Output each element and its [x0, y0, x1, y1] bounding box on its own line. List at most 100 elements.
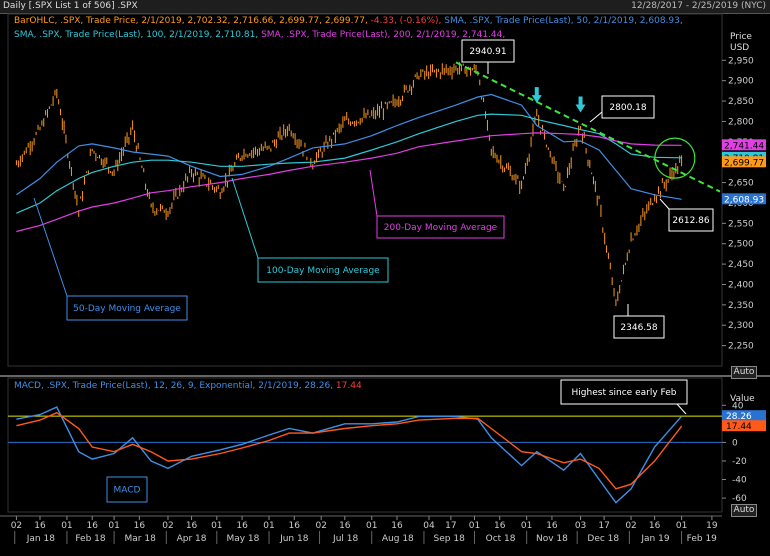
price-axis-tag [722, 156, 766, 168]
x-month-label: Aug 18 [382, 534, 414, 544]
x-day-label: 16 [546, 521, 558, 531]
x-day-label: 16 [494, 521, 506, 531]
legend-sma100: SMA, .SPX, Trade Price(Last), 100, 2/1/2… [14, 30, 259, 40]
price-auto-button[interactable]: Auto [731, 366, 757, 379]
price-tick-label: 2,950 [728, 56, 754, 66]
x-day-label: 04 [423, 521, 435, 531]
annotation-low-box [613, 315, 665, 339]
annotation-ma100-text: 100-Day Moving Average [266, 266, 380, 276]
x-month-label: Jan 18 [26, 534, 55, 544]
annotation-lower-high-leader [589, 111, 603, 123]
x-month-label: Mar 18 [125, 534, 157, 544]
annotation-support-box [668, 208, 714, 232]
x-day-label: 01 [211, 521, 222, 531]
x-day-label: 19 [706, 521, 718, 531]
x-month-label: Nov 18 [536, 534, 568, 544]
annotation-ma100-leader [231, 177, 259, 259]
price-axis-tag-label: 2,741.44 [724, 141, 764, 151]
macd-axis-tag-label: 28.26 [726, 412, 752, 422]
price-axis-title: Price USD [730, 32, 752, 54]
price-tick-label: 2,550 [728, 219, 754, 229]
x-month-label: Jan 19 [640, 534, 669, 544]
x-month-label: Jul 18 [332, 534, 358, 544]
price-tick-label: 2,400 [728, 280, 754, 290]
x-month-label: Feb 19 [687, 534, 718, 544]
annotation-lower-high-box [601, 95, 655, 119]
price-tick-label: 2,650 [728, 179, 754, 189]
series-line-sma-100 [16, 113, 682, 214]
x-day-label: 16 [134, 521, 146, 531]
x-month-label: Feb 18 [75, 534, 106, 544]
annotation-ma100-box [257, 257, 389, 283]
macd-axis-tag [722, 420, 766, 432]
x-day-label: 03 [575, 521, 586, 531]
macd-series-signal [16, 411, 683, 490]
x-day-label: 02 [11, 521, 22, 531]
price-tick-label: 2,900 [728, 77, 754, 87]
annotation-support-text: 2612.86 [672, 216, 709, 226]
annotation-peak-text: 2940.91 [469, 47, 506, 57]
x-month-label: Dec 18 [587, 534, 619, 544]
x-day-label: 01 [469, 521, 480, 531]
annotation-macd-text: MACD [114, 486, 141, 496]
x-day-label: 17 [598, 521, 609, 531]
macd-axis-tag-label: 17.44 [726, 422, 752, 432]
x-month-label: Apr 18 [177, 534, 207, 544]
x-day-label: 16 [86, 521, 98, 531]
macd-legend-text: MACD, .SPX, Trade Price(Last), 12, 26, 9… [14, 381, 336, 391]
price-tick-label: 2,250 [728, 342, 754, 352]
annotation-ma200-leader [369, 169, 378, 217]
legend-sma200: SMA, .SPX, Trade Price(Last), 200, 2/1/2… [261, 30, 506, 40]
macd-legend: MACD, .SPX, Trade Price(Last), 12, 26, 9… [14, 381, 362, 392]
price-axis-tag-label: 2,699.77 [724, 158, 764, 168]
window-title: Daily [.SPX List 1 of 506] .SPX [3, 1, 138, 11]
annotation-ma50-leader [33, 197, 68, 297]
x-day-label: 17 [445, 521, 456, 531]
price-axis-tag-label: 2,608.93 [724, 195, 764, 205]
annotation-highest-leader [676, 403, 687, 415]
x-day-label: 16 [186, 521, 198, 531]
annotation-ma50-box [66, 295, 188, 321]
price-tick-label: 2,300 [728, 321, 754, 331]
x-day-label: 01 [366, 521, 377, 531]
date-range: 12/28/2017 - 2/25/2019 (NYC) [631, 1, 766, 11]
macd-series-macd [16, 406, 683, 504]
series-line-sma-200 [16, 132, 682, 233]
macd-axis-tag [722, 410, 766, 422]
price-tick-label: 2,350 [728, 301, 754, 311]
x-month-label: Sep 18 [434, 534, 466, 544]
annotation-macd-box [106, 476, 148, 503]
price-axis-title-line1: Price [730, 32, 752, 42]
series-line-sma-50 [16, 93, 682, 200]
x-day-label: 02 [625, 521, 636, 531]
price-tick-label: 2,800 [728, 117, 754, 127]
x-day-label: 01 [263, 521, 274, 531]
macd-panel-frame [7, 377, 723, 513]
x-day-label: 02 [162, 521, 173, 531]
x-day-label: 16 [339, 521, 351, 531]
trendline [455, 61, 721, 193]
x-day-label: 16 [391, 521, 403, 531]
price-tick-label: 2,450 [728, 260, 754, 270]
macd-tick-label: 40 [732, 401, 744, 411]
price-axis-tag [722, 193, 766, 205]
legend-row-2: SMA, .SPX, Trade Price(Last), 100, 2/1/2… [14, 30, 505, 41]
annotation-support-leader [659, 198, 670, 210]
x-day-label: 01 [61, 521, 72, 531]
legend-ohlc-change: -4.33, (-0.16%), [370, 16, 442, 26]
x-day-label: 01 [521, 521, 532, 531]
macd-legend-signal: 17.44 [335, 381, 362, 391]
x-month-label: Jun 18 [279, 534, 309, 544]
crossover-circle [654, 137, 696, 179]
annotation-ma50-text: 50-Day Moving Average [73, 304, 181, 314]
annotation-lower-high-text: 2800.18 [609, 103, 646, 113]
price-tick-label: 2,850 [728, 97, 754, 107]
legend-ohlc: BarOHLC, .SPX, Trade Price, 2/1/2019, 2,… [14, 16, 371, 26]
x-day-label: 01 [676, 521, 687, 531]
annotation-highest-box [560, 379, 688, 405]
arrow-marker [575, 96, 586, 113]
annotation-highest-text: Highest since early Feb [572, 388, 677, 398]
macd-auto-button[interactable]: Auto [731, 504, 757, 517]
